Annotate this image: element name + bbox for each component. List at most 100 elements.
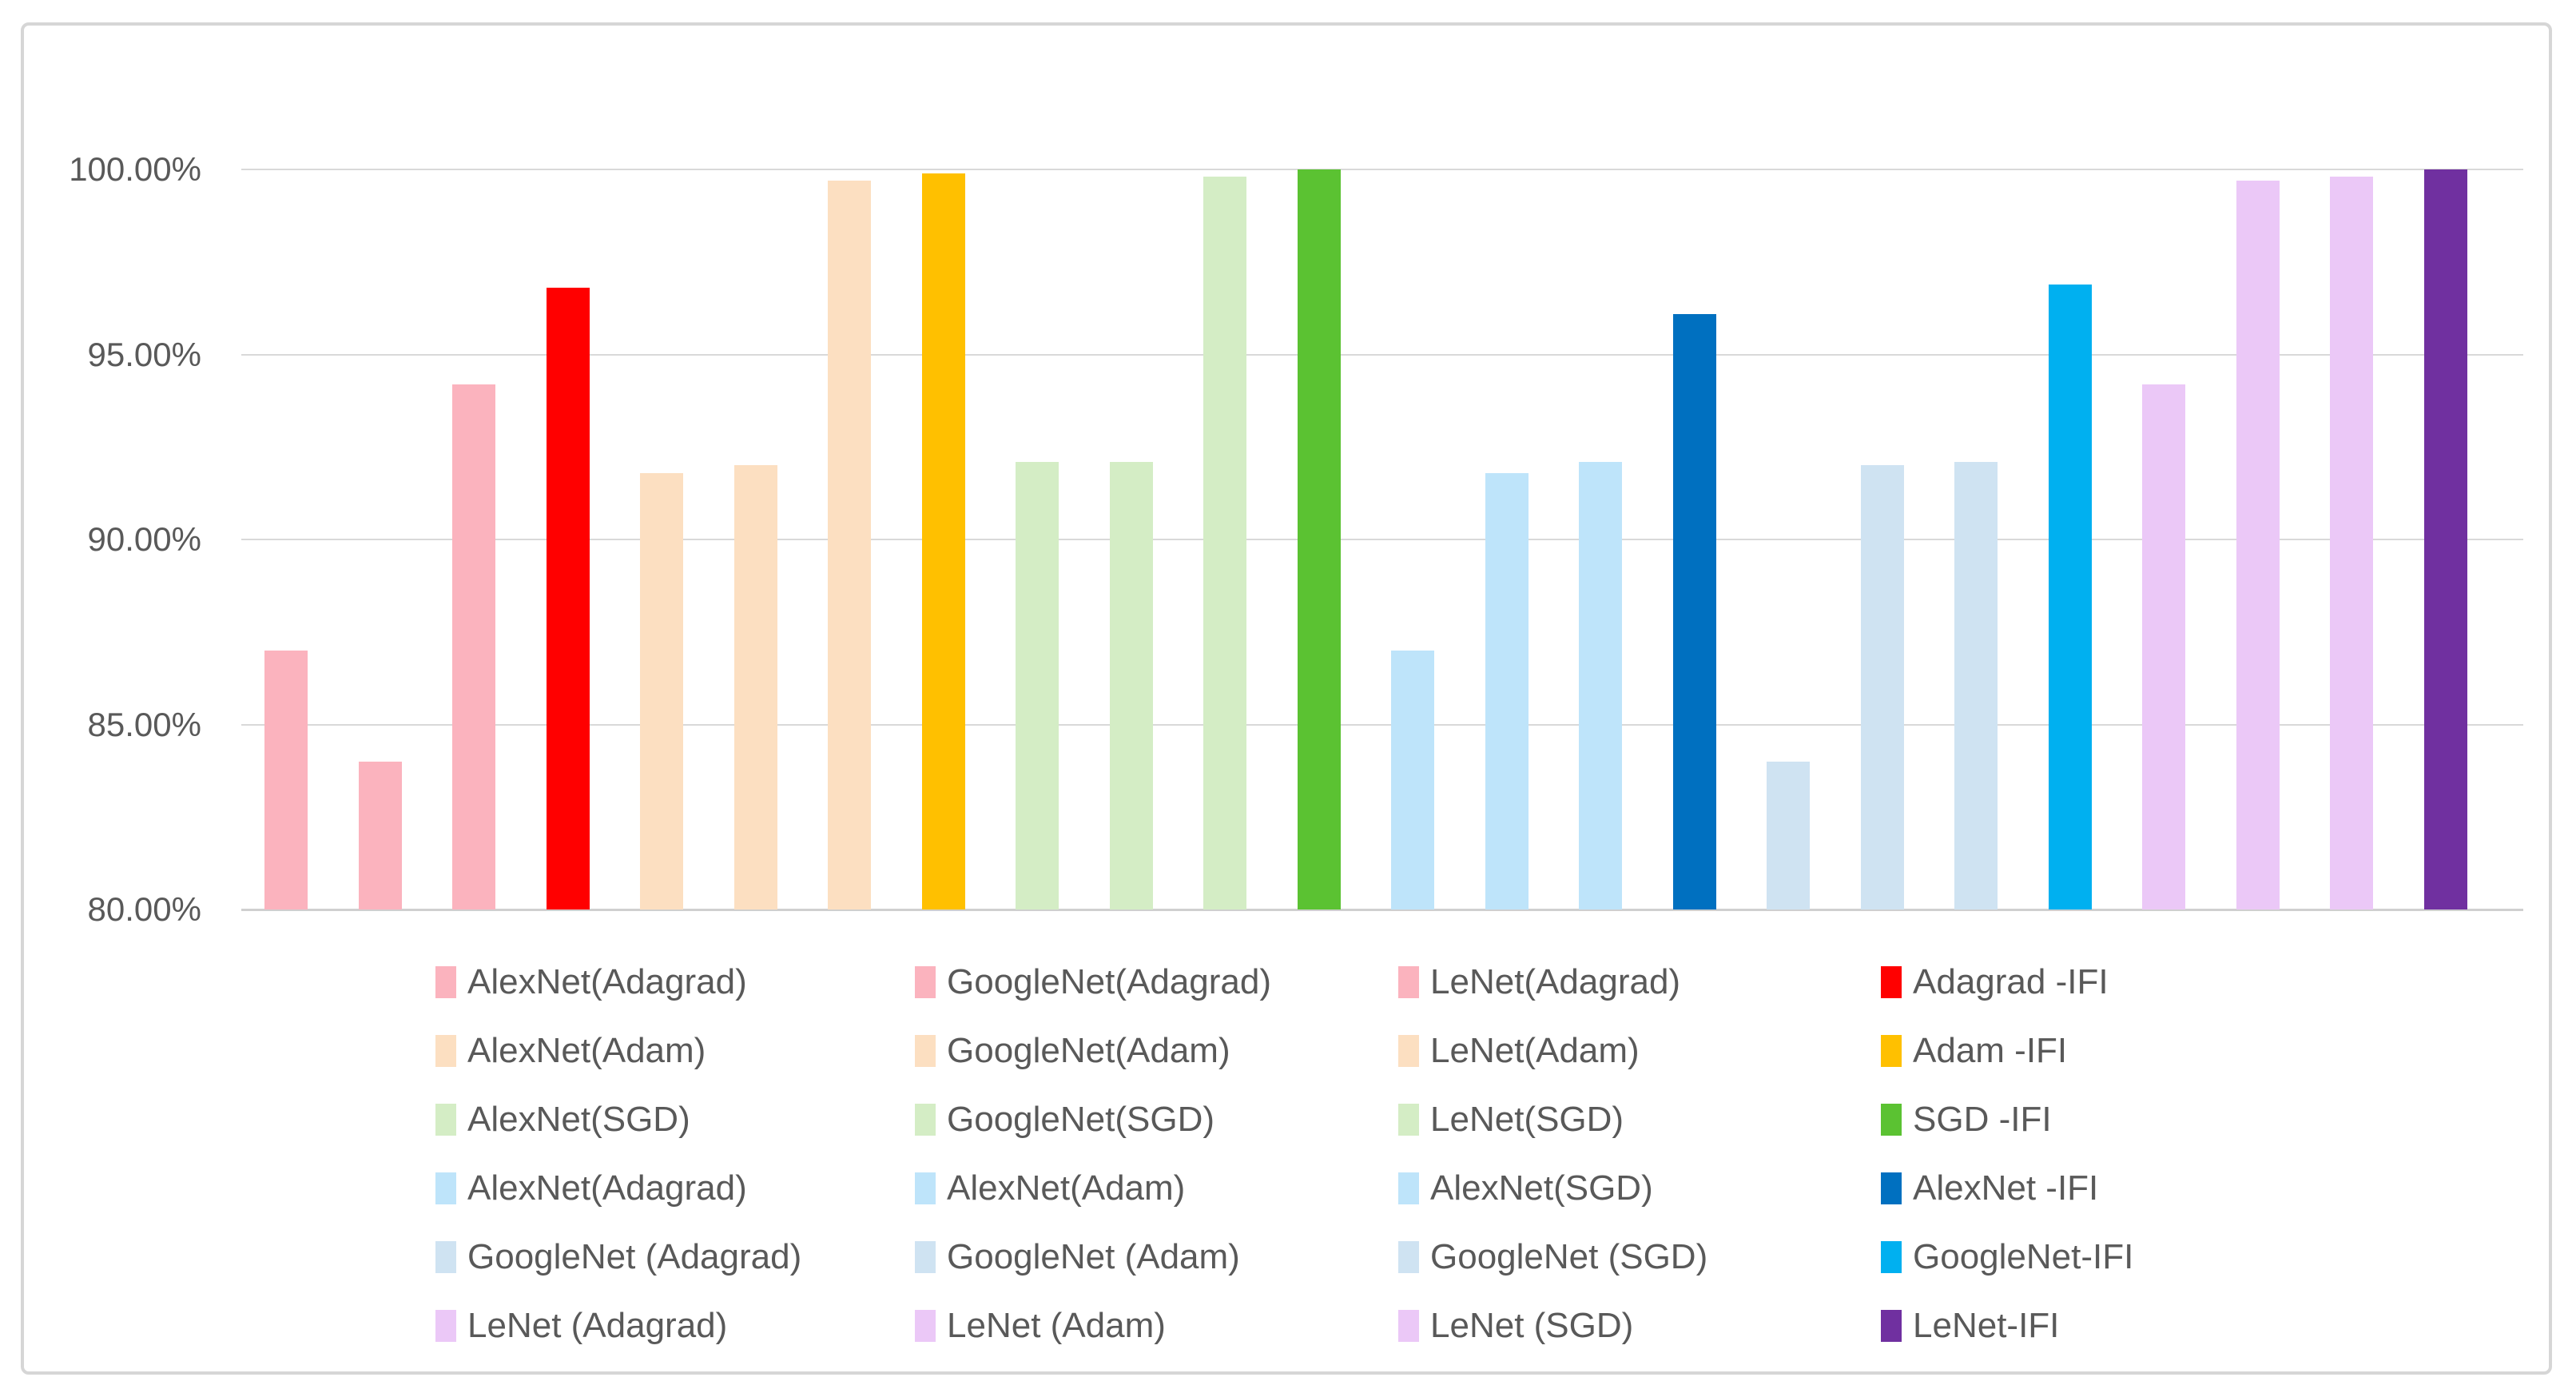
legend: AlexNet(Adagrad) GoogleNet(Adagrad) LeNet(…	[435, 948, 2360, 1360]
legend-label: GoogleNet(Adam)	[947, 1031, 1230, 1070]
bar-lenet-sgd	[1203, 177, 1246, 909]
y-axis-tick-label-80: 80.00%	[87, 890, 201, 928]
y-axis-tick-label-90: 90.00%	[87, 520, 201, 558]
legend-item-googlenet-sgd: GoogleNet(SGD)	[915, 1100, 1398, 1140]
legend-item-alexnet-adam: AlexNet(Adam)	[915, 1168, 1398, 1208]
bar-alexnet-ifi	[1672, 313, 1716, 909]
gridline-85	[241, 723, 2523, 726]
legend-label: LeNet(Adam)	[1430, 1031, 1640, 1070]
legend-item-alexnet-ifi: AlexNet -IFI	[1881, 1168, 2360, 1208]
legend-swatch-icon	[915, 1241, 936, 1273]
bar-alexnet-adagrad	[1391, 650, 1434, 909]
legend-item-adagrad-ifi: Adagrad -IFI	[1881, 962, 2360, 1002]
legend-label: AlexNet(SGD)	[1430, 1168, 1653, 1208]
legend-item-alexnet-adagrad: AlexNet(Adagrad)	[435, 1168, 915, 1208]
legend-label: LeNet-IFI	[1913, 1306, 2060, 1345]
legend-item-googlenet-ifi: GoogleNet-IFI	[1881, 1237, 2360, 1277]
y-axis-tick-label-100: 100.00%	[69, 150, 201, 188]
legend-label: Adam -IFI	[1913, 1031, 2068, 1070]
legend-label: GoogleNet (Adagrad)	[467, 1237, 802, 1276]
legend-label: LeNet (Adam)	[947, 1306, 1166, 1345]
bar-lenet-adagrad	[2142, 384, 2185, 909]
legend-label: AlexNet -IFI	[1913, 1168, 2099, 1208]
legend-swatch-icon	[1881, 1310, 1902, 1342]
bar-googlenet-adagrad	[358, 761, 402, 909]
legend-swatch-icon	[435, 1104, 456, 1136]
bar-sgd-ifi	[1297, 169, 1341, 909]
legend-item-lenet-ifi: LeNet-IFI	[1881, 1306, 2360, 1346]
legend-label: GoogleNet (SGD)	[1430, 1237, 1708, 1276]
gridline-80	[241, 909, 2523, 911]
legend-item-googlenet-sgd: GoogleNet (SGD)	[1398, 1237, 1881, 1277]
legend-swatch-icon	[435, 1241, 456, 1273]
legend-item-googlenet-adagrad: GoogleNet(Adagrad)	[915, 962, 1398, 1002]
legend-item-googlenet-adam: GoogleNet (Adam)	[915, 1237, 1398, 1277]
legend-label: GoogleNet-IFI	[1913, 1237, 2134, 1276]
legend-item-lenet-adam: LeNet (Adam)	[915, 1306, 1398, 1346]
legend-item-adam-ifi: Adam -IFI	[1881, 1031, 2360, 1071]
legend-item-alexnet-sgd: AlexNet(SGD)	[435, 1100, 915, 1140]
legend-label: LeNet(Adagrad)	[1430, 962, 1681, 1001]
legend-swatch-icon	[915, 966, 936, 998]
bar-alexnet-adam	[1485, 472, 1529, 909]
legend-label: AlexNet(Adagrad)	[467, 962, 747, 1001]
bar-adam-ifi	[921, 173, 965, 909]
legend-item-alexnet-adagrad: AlexNet(Adagrad)	[435, 962, 915, 1002]
bar-googlenet-adam	[733, 465, 777, 909]
legend-item-googlenet-adagrad: GoogleNet (Adagrad)	[435, 1237, 915, 1277]
legend-item-googlenet-adam: GoogleNet(Adam)	[915, 1031, 1398, 1071]
legend-swatch-icon	[435, 1035, 456, 1067]
legend-item-lenet-adagrad: LeNet(Adagrad)	[1398, 962, 1881, 1002]
bar-alexnet-adam	[640, 472, 683, 909]
y-axis-tick-label-85: 85.00%	[87, 705, 201, 743]
gridline-90	[241, 539, 2523, 540]
bar-adagrad-ifi	[546, 288, 590, 909]
gridline-100	[241, 169, 2523, 170]
bar-alexnet-sgd	[1579, 461, 1622, 909]
y-axis-tick-label-95: 95.00%	[87, 335, 201, 373]
legend-swatch-icon	[435, 1172, 456, 1204]
legend-label: AlexNet(SGD)	[467, 1100, 690, 1139]
legend-label: AlexNet(Adam)	[947, 1168, 1186, 1208]
bar-googlenet-adam	[1860, 465, 1904, 909]
legend-swatch-icon	[1398, 1104, 1419, 1136]
bar-lenet-sgd	[2330, 177, 2373, 909]
legend-item-alexnet-sgd: AlexNet(SGD)	[1398, 1168, 1881, 1208]
bar-googlenet-ifi	[2048, 284, 2092, 909]
legend-swatch-icon	[915, 1310, 936, 1342]
bar-googlenet-adagrad	[1767, 761, 1810, 909]
legend-label: GoogleNet (Adam)	[947, 1237, 1240, 1276]
bar-lenet-ifi	[2423, 169, 2467, 909]
legend-swatch-icon	[1881, 1241, 1902, 1273]
legend-swatch-icon	[1881, 1172, 1902, 1204]
legend-item-lenet-adagrad: LeNet (Adagrad)	[435, 1306, 915, 1346]
legend-item-lenet-adam: LeNet(Adam)	[1398, 1031, 1881, 1071]
legend-swatch-icon	[1881, 1035, 1902, 1067]
chart-frame	[21, 22, 2552, 1375]
legend-label: AlexNet(Adam)	[467, 1031, 706, 1070]
legend-swatch-icon	[915, 1172, 936, 1204]
bar-lenet-adam	[2236, 180, 2280, 909]
legend-swatch-icon	[1881, 1104, 1902, 1136]
legend-item-alexnet-adam: AlexNet(Adam)	[435, 1031, 915, 1071]
legend-label: GoogleNet(SGD)	[947, 1100, 1215, 1139]
legend-swatch-icon	[1398, 1035, 1419, 1067]
legend-swatch-icon	[1398, 1241, 1419, 1273]
legend-swatch-icon	[435, 966, 456, 998]
legend-item-sgd-ifi: SGD -IFI	[1881, 1100, 2360, 1140]
legend-label: LeNet (SGD)	[1430, 1306, 1634, 1345]
legend-swatch-icon	[1881, 966, 1902, 998]
legend-label: GoogleNet(Adagrad)	[947, 962, 1272, 1001]
legend-label: SGD -IFI	[1913, 1100, 2052, 1139]
legend-swatch-icon	[435, 1310, 456, 1342]
legend-label: Adagrad -IFI	[1913, 962, 2109, 1001]
legend-item-lenet-sgd: LeNet (SGD)	[1398, 1306, 1881, 1346]
bar-alexnet-sgd	[1016, 461, 1059, 909]
bar-googlenet-sgd	[1109, 461, 1153, 909]
bar-lenet-adagrad	[452, 384, 495, 909]
legend-label: AlexNet(Adagrad)	[467, 1168, 747, 1208]
legend-swatch-icon	[1398, 1310, 1419, 1342]
bar-googlenet-sgd	[1954, 461, 1998, 909]
